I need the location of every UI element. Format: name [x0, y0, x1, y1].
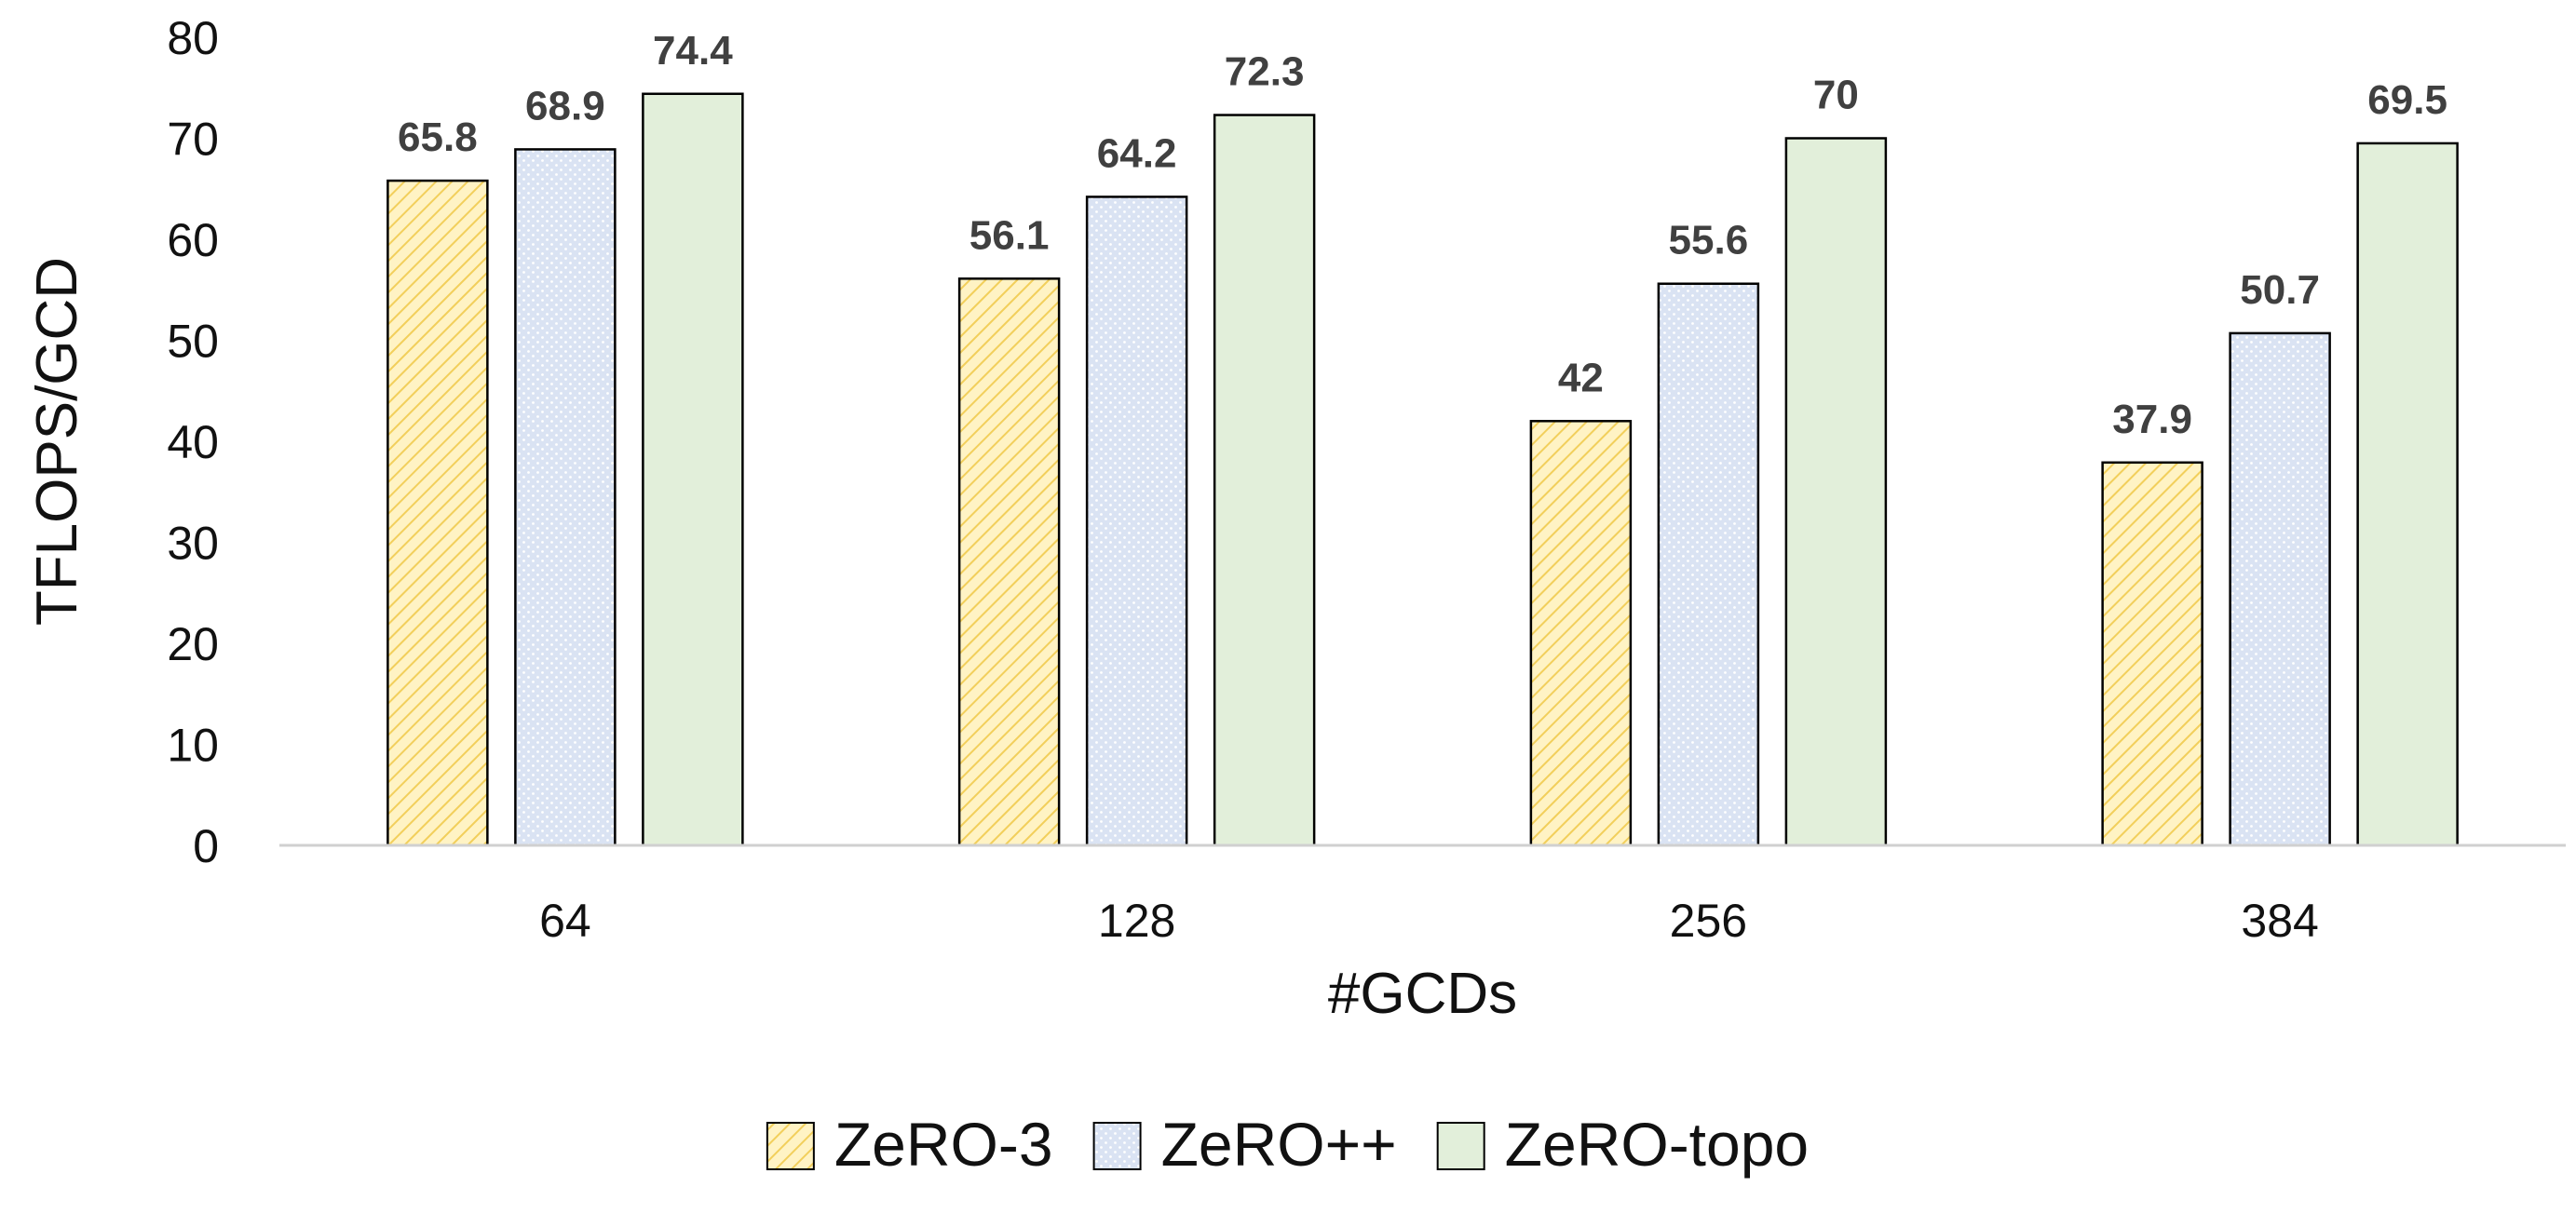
x-tick-label: 256 [1670, 895, 1747, 947]
data-label: 72.3 [1225, 49, 1305, 95]
data-label: 55.6 [1669, 218, 1749, 263]
bar-zero-3-256 [1529, 420, 1633, 847]
bar-zero--64 [514, 148, 617, 847]
legend-item: ZeRO++ [1092, 1110, 1397, 1179]
x-tick-label: 64 [539, 895, 591, 947]
bar-zero-3-64 [386, 179, 489, 847]
y-tick-label: 0 [193, 820, 219, 872]
legend-label: ZeRO++ [1161, 1110, 1397, 1179]
x-axis-title: #GCDs [1328, 962, 1517, 1026]
bar-zero-3-384 [2101, 461, 2203, 847]
y-tick-label: 80 [167, 12, 219, 64]
y-tick-label: 10 [167, 720, 219, 772]
bar-zero-topo-384 [2356, 142, 2459, 847]
y-axis-title: TFLOPS/GCD [25, 257, 89, 626]
y-tick-label: 40 [167, 416, 219, 468]
legend-item: ZeRO-3 [766, 1110, 1053, 1179]
bar-zero-topo-256 [1784, 137, 1888, 847]
x-axis-ticks: 64 128 256 384 [539, 895, 2319, 947]
data-labels: 65.8 68.9 74.4 56.1 64.2 72.3 42 55.6 70 37.9 50.7… [398, 28, 2447, 442]
data-label: 70 [1813, 73, 1859, 118]
data-label: 74.4 [653, 28, 733, 74]
data-label: 42 [1558, 355, 1604, 400]
data-label: 65.8 [398, 115, 478, 160]
y-tick-label: 20 [167, 618, 219, 670]
data-label: 56.1 [969, 212, 1050, 258]
y-axis-ticks: 0 10 20 30 40 50 60 70 80 [167, 12, 219, 872]
x-tick-label: 384 [2241, 895, 2318, 947]
legend-label: ZeRO-topo [1505, 1110, 1809, 1179]
bar-zero--384 [2229, 331, 2331, 847]
legend-swatch [1092, 1122, 1142, 1170]
bar-zero-topo-128 [1213, 114, 1316, 847]
bar-zero--128 [1085, 196, 1188, 847]
legend-swatch [766, 1122, 815, 1170]
data-label: 68.9 [525, 83, 605, 128]
bar-zero-topo-64 [642, 92, 744, 847]
data-label: 64.2 [1097, 130, 1177, 176]
data-label: 50.7 [2240, 267, 2320, 313]
legend-item: ZeRO-topo [1436, 1110, 1809, 1179]
legend-label: ZeRO-3 [834, 1110, 1053, 1179]
y-tick-label: 30 [167, 518, 219, 570]
legend-swatch [1436, 1122, 1485, 1170]
y-tick-label: 70 [167, 114, 219, 166]
bar-zero-3-128 [957, 277, 1061, 847]
y-tick-label: 60 [167, 214, 219, 266]
legend: ZeRO-3 ZeRO++ ZeRO-topo [766, 1110, 1809, 1179]
data-label: 69.5 [2367, 77, 2447, 123]
bars [386, 92, 2459, 847]
bar-zero--256 [1657, 282, 1760, 847]
data-label: 37.9 [2112, 397, 2192, 442]
y-tick-label: 50 [167, 316, 219, 368]
x-tick-label: 128 [1098, 895, 1175, 947]
